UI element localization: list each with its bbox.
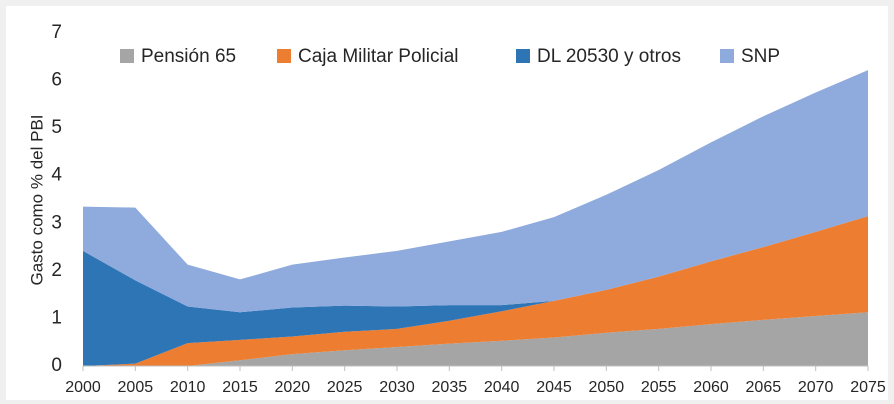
- legend-label: DL 20530 y otros: [537, 46, 681, 67]
- x-tick-label: 2025: [327, 379, 363, 396]
- y-tick-label: 7: [51, 22, 62, 43]
- x-tick-label: 2035: [432, 379, 468, 396]
- x-tick-label: 2045: [536, 379, 572, 396]
- x-tick-label: 2040: [484, 379, 520, 396]
- y-tick-label: 5: [51, 117, 62, 138]
- area-series: [83, 312, 868, 366]
- y-tick-label: 4: [51, 165, 62, 186]
- x-tick-label: 2020: [275, 379, 311, 396]
- x-tick-label: 2010: [170, 379, 206, 396]
- legend-label: Pensión 65: [141, 46, 236, 67]
- y-tick-label: 2: [51, 260, 62, 281]
- x-tick-label: 2005: [118, 379, 154, 396]
- y-tick-label: 3: [51, 212, 62, 233]
- area-series: [83, 216, 868, 366]
- legend-swatch: [720, 49, 734, 63]
- legend-swatch: [277, 49, 291, 63]
- x-tick-label: 2060: [693, 379, 729, 396]
- y-axis-title: Gasto como % del PBI: [27, 114, 46, 285]
- area-series: [83, 216, 868, 366]
- x-tick-label: 2000: [65, 379, 101, 396]
- area-series: [83, 70, 868, 313]
- x-tick-label: 2070: [798, 379, 834, 396]
- x-tick-label: 2075: [850, 379, 886, 396]
- y-tick-label: 0: [51, 355, 62, 376]
- legend-label: Caja Militar Policial: [298, 46, 459, 67]
- legend-swatch: [120, 49, 134, 63]
- x-tick-label: 2065: [746, 379, 782, 396]
- x-tick-label: 2050: [589, 379, 625, 396]
- legend-swatch: [516, 49, 530, 63]
- legend-label: SNP: [741, 46, 780, 67]
- y-tick-label: 1: [51, 307, 62, 328]
- y-tick-label: 6: [51, 70, 62, 91]
- x-tick-label: 2015: [222, 379, 258, 396]
- x-tick-label: 2055: [641, 379, 677, 396]
- x-tick-label: 2030: [379, 379, 415, 396]
